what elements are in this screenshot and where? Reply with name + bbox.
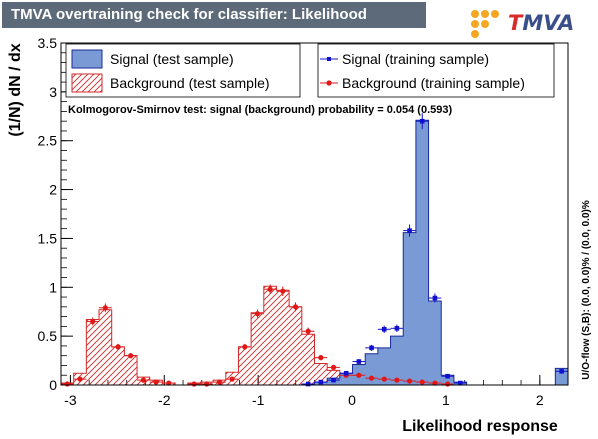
y-tick-label: 0.5 [38,328,58,344]
signal-train-point [457,380,463,386]
y-axis-label: (1/N) dN / dx [7,43,24,136]
legend-background-test-label: Background (test sample) [110,75,270,91]
signal-train-point [381,327,387,332]
logo-t: T [508,11,523,35]
legend-signal-test-swatch [71,49,103,69]
signal-train-point [343,370,349,376]
background-train-point [153,379,159,385]
background-train-point [381,376,387,382]
background-train-point [102,305,108,311]
legend-box-right [317,43,555,98]
tmva-logo-icon [471,10,499,38]
background-test-histogram [60,285,568,386]
background-train-point [115,344,121,350]
signal-train-point [369,345,374,351]
legend-background-train-marker [326,80,332,86]
background-train-point [330,364,337,371]
signal-train-point [407,228,412,233]
background-train-point [280,288,286,294]
legend-background-train-label: Background (training sample) [342,75,525,91]
y-tick-label: 0 [49,377,57,393]
background-train-point [229,376,235,382]
signal-train-point [305,381,311,387]
legend-signal-test-label: Signal (test sample) [110,51,234,67]
signal-train-point [394,326,400,331]
legend-box-left [65,43,301,98]
background-train-point [166,380,172,386]
legend-signal-train-marker [327,57,331,61]
background-train-point [191,381,197,387]
signal-train-point [318,379,324,385]
legend: Signal (test sample) Background (test sa… [65,43,555,98]
background-train-point [267,286,273,292]
background-train-point [77,376,83,382]
ks-test-text: Kolmogorov-Smirnov test: signal (backgro… [68,104,452,116]
x-tick-label: -3 [64,392,77,408]
axis-ticks: -3 -2 -1 0 1 2 0 0.5 1 1.5 2 2.5 3 3.5 [38,35,544,408]
y-tick-label: 3.5 [38,35,58,51]
background-train-point [242,344,248,350]
tmva-logo-text: TMVA [508,10,574,36]
legend-signal-train-label: Signal (training sample) [342,51,489,67]
background-test-area [60,285,568,386]
background-train-point [64,381,70,387]
chart-title: TMVA overtraining check for classifier: … [2,2,426,28]
y-tick-label: 3 [49,84,57,100]
y-tick-label: 1 [49,279,57,295]
background-train-point [406,378,413,384]
background-train-point [204,381,210,387]
signal-train-point [559,369,564,374]
background-train-point [368,375,375,381]
background-training-markers [61,284,454,387]
background-train-point [356,372,362,378]
background-train-point [432,380,438,386]
signal-train-point [445,373,450,379]
signal-training-markers [301,113,568,387]
background-train-point [128,353,134,359]
x-tick-label: -2 [158,392,171,408]
background-train-point [394,377,400,383]
legend-background-test-swatch [71,73,103,93]
signal-train-point [331,377,336,383]
overflow-text: U/O-flow (S,B): (0.0, 0.0)% / (0.0, 0.0)… [581,200,592,380]
background-train-point [216,379,223,385]
background-train-point [305,328,311,334]
y-tick-label: 2.5 [38,133,58,149]
background-train-point [140,377,146,383]
logo-rest: MVA [522,11,575,35]
background-train-point [444,381,451,387]
x-tick-label: -1 [252,392,265,408]
signal-train-point [356,359,362,364]
background-train-point [90,318,96,325]
x-tick-label: 0 [348,392,356,408]
background-train-point [318,355,324,361]
x-tick-label: 2 [536,392,544,408]
y-tick-label: 2 [49,182,57,198]
background-train-point [254,311,261,317]
y-tick-label: 1.5 [38,230,58,246]
x-axis-label: Likelihood response [402,418,558,435]
x-tick-label: 1 [442,392,450,408]
plot-frame [60,42,569,386]
signal-train-point [432,295,438,301]
signal-train-point [419,118,425,124]
background-train-point [292,304,299,310]
background-train-point [419,379,425,385]
